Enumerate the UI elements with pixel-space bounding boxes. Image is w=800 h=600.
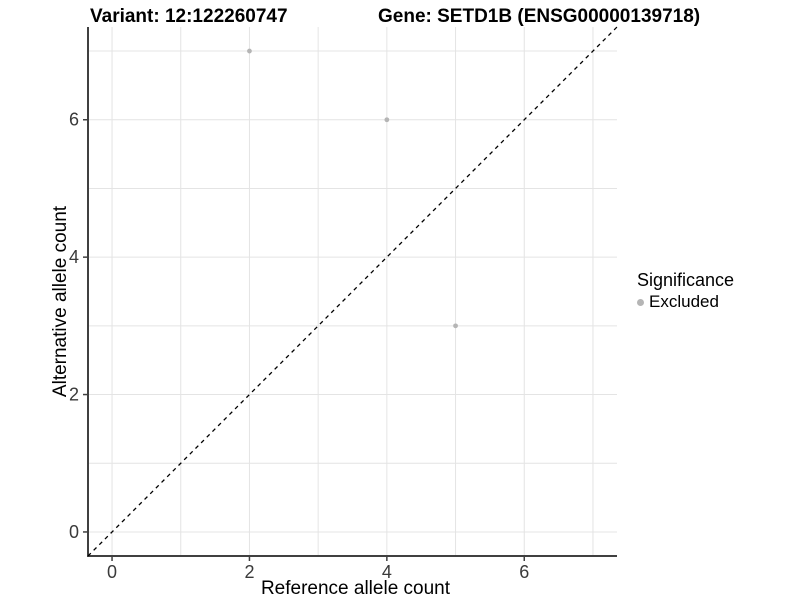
y-tick-label: 4 xyxy=(69,247,79,267)
legend: Significance Excluded xyxy=(637,269,734,312)
x-tick-label: 4 xyxy=(382,562,392,582)
legend-item-excluded: Excluded xyxy=(637,292,734,312)
x-tick-label: 6 xyxy=(519,562,529,582)
x-tick-label: 0 xyxy=(107,562,117,582)
legend-title: Significance xyxy=(637,270,735,290)
legend-point-icon xyxy=(637,298,644,306)
data-point xyxy=(247,48,252,54)
data-point xyxy=(384,117,390,123)
data-point xyxy=(453,323,458,329)
y-tick-label: 6 xyxy=(69,110,79,130)
y-tick-label: 0 xyxy=(69,522,79,542)
gene-title: Gene: SETD1B (ENSG00000139718) xyxy=(378,6,701,27)
x-axis-title: Reference allele count xyxy=(261,578,451,599)
variant-title: Variant: 12:122260747 xyxy=(90,6,288,27)
x-tick-label: 2 xyxy=(244,562,254,582)
legend-item-label: Excluded xyxy=(649,292,719,311)
y-tick-label: 2 xyxy=(69,385,79,405)
y-axis-title: Alternative allele count xyxy=(50,205,71,397)
identity-line xyxy=(87,26,618,557)
